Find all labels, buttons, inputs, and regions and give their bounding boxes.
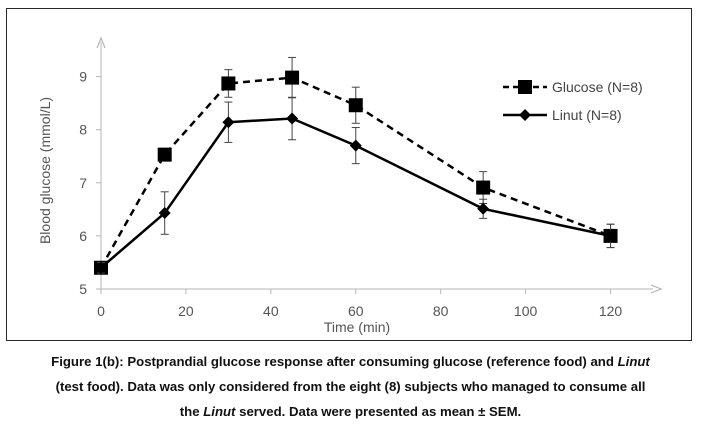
x-axis-title: Time (min)	[324, 319, 390, 335]
y-tick-label: 8	[79, 122, 87, 138]
y-tick-label: 7	[79, 175, 87, 191]
caption-italic-linut: Linut	[617, 354, 650, 369]
data-point	[476, 180, 491, 195]
legend-label: Linut (N=8)	[552, 107, 622, 123]
series-linut	[95, 96, 617, 274]
caption-line-3: the Linut served. Data were presented as…	[0, 399, 701, 424]
y-tick-label: 5	[79, 281, 87, 297]
caption-line-1: Figure 1(b): Postprandial glucose respon…	[0, 349, 701, 374]
y-tick-label: 6	[79, 228, 87, 244]
data-point	[221, 76, 236, 91]
data-point	[349, 139, 362, 152]
y-axis-title: Blood glucose (mmol/L)	[37, 97, 53, 244]
caption-text: Figure 1(b): Postprandial glucose respon…	[51, 354, 618, 369]
caption-italic-linut: Linut	[203, 404, 236, 419]
data-point	[348, 98, 363, 113]
x-axis-arrow	[650, 284, 663, 294]
x-tick-label: 120	[599, 303, 623, 319]
x-tick-label: 20	[178, 303, 194, 319]
data-point	[604, 229, 617, 242]
x-tick-label: 100	[514, 303, 538, 319]
data-point	[286, 112, 299, 125]
x-tick-label: 40	[263, 303, 279, 319]
figure-caption: Figure 1(b): Postprandial glucose respon…	[0, 349, 701, 424]
series-glucose	[94, 56, 618, 275]
chart-frame	[6, 8, 692, 341]
data-point	[477, 202, 490, 215]
caption-text: served. Data were presented as mean ± SE…	[235, 404, 522, 419]
legend-entry: Glucose (N=8)	[503, 79, 643, 95]
legend-entry: Linut (N=8)	[503, 107, 622, 123]
caption-text: the	[179, 404, 204, 419]
legend-label: Glucose (N=8)	[552, 79, 643, 95]
chart: 5 6 7 8 9 0 20 40 60 80 100 120 Time (min) Blood gluc…	[37, 36, 663, 335]
x-tick-label: 80	[433, 303, 449, 319]
caption-line-2: (test food). Data was only considered fr…	[55, 379, 646, 394]
data-point	[222, 116, 235, 129]
y-axis-arrow	[96, 36, 106, 49]
legend-swatch-marker	[519, 109, 531, 121]
data-point	[285, 70, 300, 85]
x-tick-label: 60	[348, 303, 364, 319]
legend-swatch-marker	[518, 80, 532, 94]
data-point	[95, 261, 107, 274]
y-tick-label: 9	[79, 69, 87, 85]
data-point	[158, 207, 171, 220]
data-point	[157, 147, 172, 162]
x-tick-label: 0	[97, 303, 105, 319]
